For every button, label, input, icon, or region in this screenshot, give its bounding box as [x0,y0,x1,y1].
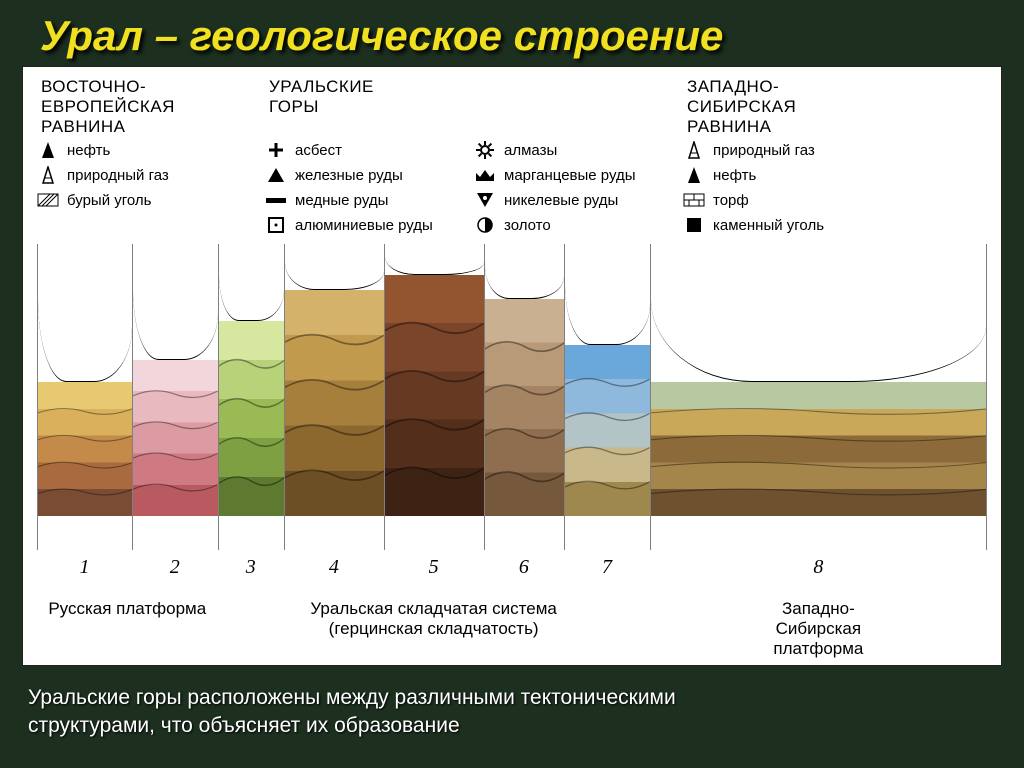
legend-col-1: нефть природный газ бурый уголь [37,141,265,234]
legend-label: природный газ [713,142,815,159]
section-1 [37,244,132,550]
legend-item: алюминиевые руды [265,216,474,234]
legend-col-3: алмазы марганцевые руды никелевые руды золо… [474,141,683,234]
solid-sq-icon [683,216,705,234]
bar-icon [265,191,287,209]
down-tri-icon [474,191,496,209]
legend-item: никелевые руды [474,191,683,209]
legend-item: бурый уголь [37,191,265,209]
half-circle-icon [474,216,496,234]
section-number: 6 [484,556,565,579]
legend-label: торф [713,192,749,209]
section-8 [650,244,987,550]
section-number: 1 [37,556,132,579]
region-headers: ВОСТОЧНО- ЕВРОПЕЙСКАЯ РАВНИНА УРАЛЬСКИЕ … [37,77,987,137]
platform-center: Уральская складчатая система (герцинская… [218,599,650,659]
cross-section-diagram [37,244,987,550]
section-number: 8 [650,556,987,579]
legend-item: природный газ [683,141,987,159]
legend-item: нефть [683,166,987,184]
legend-label: природный газ [67,167,169,184]
crown-icon [474,166,496,184]
gear-icon [474,141,496,159]
legend-item: алмазы [474,141,683,159]
legend-label: золото [504,217,551,234]
platform-right: Западно- Сибирская платформа [650,599,987,659]
section-2 [132,244,218,550]
legend-label: каменный уголь [713,217,824,234]
section-number: 4 [284,556,384,579]
legend-item: природный газ [37,166,265,184]
legend-label: марганцевые руды [504,167,636,184]
gas-tower-icon [683,141,705,159]
diagram-panel: ВОСТОЧНО- ЕВРОПЕЙСКАЯ РАВНИНА УРАЛЬСКИЕ … [22,66,1002,666]
legend-label: нефть [67,142,110,159]
section-number: 3 [218,556,285,579]
section-number: 2 [132,556,218,579]
section-5 [384,244,484,550]
legend-item: марганцевые руды [474,166,683,184]
legend-item: каменный уголь [683,216,987,234]
plus-icon [265,141,287,159]
bricks-icon [683,191,705,209]
oil-drop-icon [37,141,59,159]
hatched-sq-icon [37,191,59,209]
section-7 [564,244,650,550]
legend-item: железные руды [265,166,474,184]
legend: нефть природный газ бурый уголь асбест желе… [37,141,987,234]
section-numbers: 12345678 [37,556,987,579]
legend-item: золото [474,216,683,234]
section-4 [284,244,384,550]
section-number: 5 [384,556,484,579]
gas-tower-icon [37,166,59,184]
legend-label: бурый уголь [67,192,152,209]
header-right: ЗАПАДНО- СИБИРСКАЯ РАВНИНА [683,77,987,137]
legend-item: торф [683,191,987,209]
legend-label: медные руды [295,192,388,209]
header-left: ВОСТОЧНО- ЕВРОПЕЙСКАЯ РАВНИНА [37,77,265,137]
section-6 [484,244,565,550]
oil-drop-icon [683,166,705,184]
legend-label: асбест [295,142,342,159]
section-3 [218,244,285,550]
legend-label: нефть [713,167,756,184]
page-title: Урал – геологическое строение [0,0,1024,66]
legend-label: алюминиевые руды [295,217,433,234]
section-number: 7 [564,556,650,579]
legend-item: медные руды [265,191,474,209]
platform-left: Русская платформа [37,599,218,659]
legend-label: никелевые руды [504,192,618,209]
platform-labels: Русская платформа Уральская складчатая с… [37,599,987,659]
legend-label: железные руды [295,167,403,184]
header-center: УРАЛЬСКИЕ ГОРЫ [265,77,683,137]
caption: Уральские горы расположены между различн… [0,666,1024,741]
legend-col-4: природный газ нефть торф каменный уголь [683,141,987,234]
legend-item: асбест [265,141,474,159]
open-sq-icon [265,216,287,234]
legend-item: нефть [37,141,265,159]
legend-label: алмазы [504,142,557,159]
solid-tri-icon [265,166,287,184]
legend-col-2: асбест железные руды медные руды алюминиевы… [265,141,474,234]
